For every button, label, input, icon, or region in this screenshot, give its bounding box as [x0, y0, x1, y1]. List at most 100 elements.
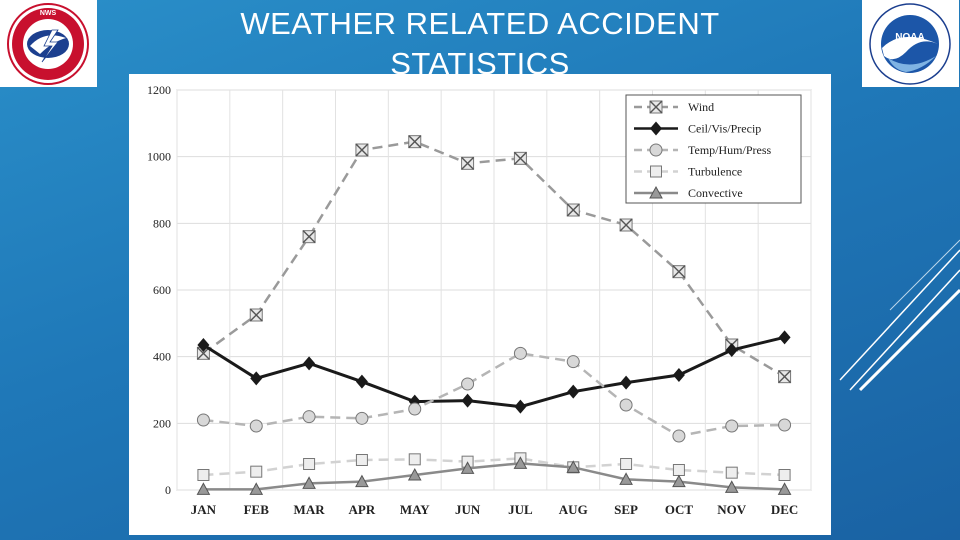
- x-tick-label: JAN: [191, 502, 217, 517]
- x-tick-label: SEP: [614, 502, 638, 517]
- x-tick-label: NOV: [717, 502, 747, 517]
- point-temp-hum-press: [249, 419, 263, 433]
- point-wind: [566, 203, 580, 217]
- x-tick-label: DEC: [771, 502, 798, 517]
- point-temp-hum-press: [672, 429, 686, 443]
- point-convective: [513, 456, 528, 469]
- slide-title: WEATHER RELATED ACCIDENT STATISTICS: [240, 6, 720, 81]
- point-wind: [513, 151, 527, 165]
- noaa-logo-box: NOAA: [862, 0, 959, 87]
- decorative-diagonal-lines: [839, 239, 960, 392]
- legend-label: Turbulence: [688, 165, 742, 179]
- point-convective: [777, 482, 792, 495]
- legend-label: Temp/Hum/Press: [688, 143, 771, 157]
- point-wind: [355, 143, 369, 157]
- point-temp-hum-press: [778, 418, 792, 432]
- series-temp-hum-press: [196, 346, 792, 443]
- point-convective: [566, 460, 581, 473]
- point-temp-hum-press: [619, 398, 633, 412]
- x-tick-label: FEB: [244, 502, 270, 517]
- x-tick-label: OCT: [665, 502, 694, 517]
- chart-legend: Wind Ceil/Vis/Precip Temp/Hum/Press Turbule…: [625, 94, 802, 204]
- point-turbulence: [197, 469, 210, 481]
- series-convective: [196, 456, 792, 495]
- point-turbulence: [672, 464, 685, 476]
- point-convective: [460, 461, 475, 474]
- national-weather-service-logo: NWS: [7, 3, 89, 85]
- series-line-wind: [202, 140, 786, 378]
- legend-label: Convective: [688, 186, 743, 200]
- point-turbulence: [408, 453, 421, 466]
- point-turbulence: [355, 454, 368, 466]
- y-tick-label: 600: [153, 283, 171, 297]
- point-ceil-vis-precip: [197, 338, 210, 352]
- x-tick-label: JUL: [508, 502, 533, 517]
- point-wind: [619, 218, 633, 232]
- point-temp-hum-press: [196, 413, 210, 427]
- point-ceil-vis-precip: [725, 343, 738, 357]
- point-convective: [407, 467, 422, 481]
- point-convective: [355, 474, 369, 488]
- point-turbulence: [778, 469, 791, 481]
- point-ceil-vis-precip: [567, 384, 580, 399]
- point-convective: [619, 472, 633, 485]
- legend-marker-convective: [649, 185, 663, 199]
- x-tick-label: AUG: [559, 502, 588, 517]
- point-ceil-vis-precip: [778, 330, 791, 345]
- legend-label: Wind: [688, 100, 714, 114]
- point-wind: [778, 370, 792, 384]
- y-tick-label: 0: [165, 483, 171, 497]
- noaa-wordmark: NOAA: [895, 32, 924, 43]
- point-temp-hum-press: [513, 346, 527, 360]
- legend-label: Ceil/Vis/Precip: [688, 122, 761, 136]
- x-tick-label: JUN: [455, 502, 481, 517]
- point-wind: [672, 265, 686, 279]
- nws-logo-box: NWS: [0, 0, 97, 87]
- point-ceil-vis-precip: [303, 356, 316, 371]
- point-ceil-vis-precip: [250, 371, 263, 386]
- point-ceil-vis-precip: [461, 393, 474, 408]
- x-tick-label: MAY: [400, 502, 430, 517]
- legend-entry-wind: Wind: [634, 100, 714, 114]
- y-tick-label: 1200: [147, 83, 171, 97]
- nws-ring-label: NWS: [40, 10, 57, 17]
- point-turbulence: [303, 458, 316, 470]
- legend-marker-ceil-vis-precip: [650, 121, 662, 136]
- point-turbulence: [725, 466, 738, 479]
- accident-line-chart: 0 200 400 600 800 1000 1200 JAN FEB MAR APR MAY JUN J…: [147, 83, 812, 517]
- x-tick-label: MAR: [294, 502, 326, 517]
- point-ceil-vis-precip: [620, 375, 633, 390]
- point-temp-hum-press: [302, 410, 316, 424]
- point-ceil-vis-precip: [672, 368, 685, 382]
- series-line-temp-hum-press: [203, 352, 785, 438]
- point-wind: [461, 156, 475, 170]
- y-tick-label: 400: [153, 350, 171, 364]
- legend-marker-wind: [649, 100, 663, 114]
- y-tick-label: 1000: [147, 150, 171, 164]
- series-line-turbulence: [203, 457, 785, 477]
- chart-series: [196, 135, 792, 495]
- point-temp-hum-press: [725, 419, 739, 433]
- point-convective: [672, 474, 686, 488]
- point-temp-hum-press: [355, 411, 369, 425]
- point-convective: [196, 482, 211, 495]
- x-tick-label: APR: [349, 502, 376, 517]
- legend-entry-turbulence: Turbulence: [634, 165, 742, 179]
- series-line-ceil-vis-precip: [202, 335, 785, 409]
- noaa-logo: NOAA: [869, 3, 951, 85]
- legend-entry-convective: Convective: [634, 185, 743, 200]
- legend-entry-ceil-vis-precip: Ceil/Vis/Precip: [634, 121, 761, 136]
- y-tick-label: 200: [153, 416, 171, 430]
- point-temp-hum-press: [408, 402, 422, 416]
- point-temp-hum-press: [566, 355, 580, 369]
- series-line-convective: [203, 462, 785, 491]
- point-wind: [196, 346, 210, 360]
- series-ceil-vis-precip: [197, 330, 791, 414]
- point-temp-hum-press: [461, 377, 475, 391]
- chart-axes: 0 200 400 600 800 1000 1200 JAN FEB MAR APR MAY JUN J…: [147, 83, 798, 517]
- chart-panel: 0 200 400 600 800 1000 1200 JAN FEB MAR APR MAY JUN J…: [129, 74, 831, 535]
- point-turbulence: [250, 465, 263, 478]
- point-convective: [302, 476, 316, 489]
- point-wind: [249, 308, 263, 322]
- point-wind: [302, 230, 316, 244]
